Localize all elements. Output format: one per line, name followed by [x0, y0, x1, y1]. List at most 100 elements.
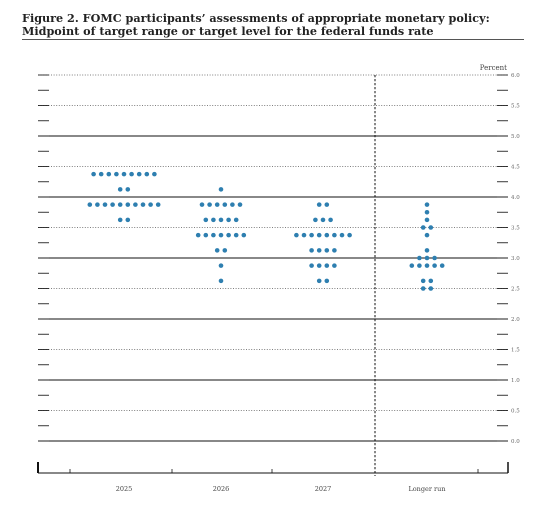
dot	[316, 202, 322, 207]
dot	[117, 187, 123, 192]
dot	[148, 202, 153, 207]
dot	[203, 232, 209, 238]
dot	[424, 255, 430, 261]
dot	[316, 248, 322, 253]
x-category-labels: 2025 2026 2027 Longer run	[116, 485, 446, 493]
dot	[114, 171, 119, 177]
dot	[91, 171, 96, 177]
dot	[117, 202, 123, 207]
y-tick-label: 3.5	[511, 226, 520, 232]
dot	[417, 263, 422, 268]
dot	[218, 278, 224, 284]
dot	[316, 263, 322, 268]
dot	[199, 202, 205, 207]
dot	[117, 217, 123, 223]
dot	[125, 202, 131, 207]
dot	[432, 263, 437, 268]
dot	[313, 217, 318, 223]
dot	[195, 232, 201, 238]
axes	[37, 75, 509, 476]
dot	[409, 263, 415, 268]
x-category-label: 2027	[315, 485, 332, 493]
dot	[230, 202, 235, 207]
y-tick-label: 1.5	[511, 348, 520, 354]
dot	[428, 225, 434, 230]
dot	[218, 263, 224, 268]
y-tick-label: 4.0	[511, 195, 520, 201]
y-tick-label: 5.0	[511, 134, 520, 140]
dot	[424, 202, 430, 207]
dot	[428, 286, 434, 291]
dot	[222, 202, 228, 207]
dot	[152, 171, 157, 177]
dot	[320, 217, 326, 223]
dot	[218, 187, 224, 192]
dot	[129, 171, 134, 177]
dot	[324, 263, 330, 268]
dot	[95, 202, 100, 207]
dot	[332, 248, 337, 253]
dot	[226, 232, 231, 238]
dot	[106, 171, 112, 177]
dot	[125, 217, 131, 223]
dot	[155, 202, 161, 207]
dot	[207, 202, 212, 207]
dot	[110, 202, 115, 207]
x-category-label: 2025	[116, 485, 133, 493]
dot	[203, 217, 209, 223]
dot	[309, 263, 314, 268]
dot	[144, 171, 150, 177]
dot	[424, 217, 430, 223]
dot	[133, 202, 138, 207]
dot	[98, 171, 104, 177]
y-tick-label: 2.0	[511, 317, 520, 323]
dots	[87, 171, 445, 291]
y-tick-label: 3.0	[511, 256, 520, 262]
dot	[424, 248, 430, 253]
dot	[324, 232, 330, 238]
dot	[237, 202, 243, 207]
dot	[294, 232, 299, 238]
dot	[218, 232, 224, 238]
y-axis-unit-label: Percent	[480, 64, 507, 72]
dot	[233, 232, 239, 238]
dot	[324, 202, 330, 207]
dot	[439, 263, 445, 268]
dot	[301, 232, 307, 238]
dot	[420, 225, 426, 230]
dot	[241, 232, 247, 238]
dot	[324, 248, 330, 253]
dot	[424, 263, 430, 268]
chart-title: Figure 2. FOMC participants’ assessments…	[22, 11, 490, 38]
y-tick-label: 1.0	[511, 378, 520, 384]
dot	[432, 255, 437, 261]
dot	[420, 286, 426, 291]
dot	[324, 278, 330, 284]
dot	[121, 171, 127, 177]
dot	[87, 202, 93, 207]
dot	[424, 209, 430, 215]
dot	[328, 217, 333, 223]
dot	[214, 248, 220, 253]
y-tick-label: 0.0	[511, 439, 520, 445]
y-tick-labels: 0.0 0.5 1.0 1.5 2.0 2.5 3.0 3.5 4.0 4.5 5.0 5.5 6.0	[511, 73, 520, 445]
dot	[218, 217, 224, 223]
dot	[347, 232, 352, 238]
dot	[125, 187, 131, 192]
dot	[332, 263, 337, 268]
y-tick-label: 2.5	[511, 287, 520, 293]
dot	[222, 248, 228, 253]
title-rule	[22, 39, 524, 40]
y-tick-label: 5.5	[511, 104, 520, 110]
dot	[226, 217, 231, 223]
dot	[424, 232, 430, 238]
dot	[417, 255, 422, 261]
dot	[420, 278, 426, 284]
dot	[214, 202, 220, 207]
dot	[309, 248, 314, 253]
dot	[102, 202, 108, 207]
x-category-label: Longer run	[408, 485, 445, 493]
dot	[428, 278, 434, 284]
dot	[211, 217, 216, 223]
